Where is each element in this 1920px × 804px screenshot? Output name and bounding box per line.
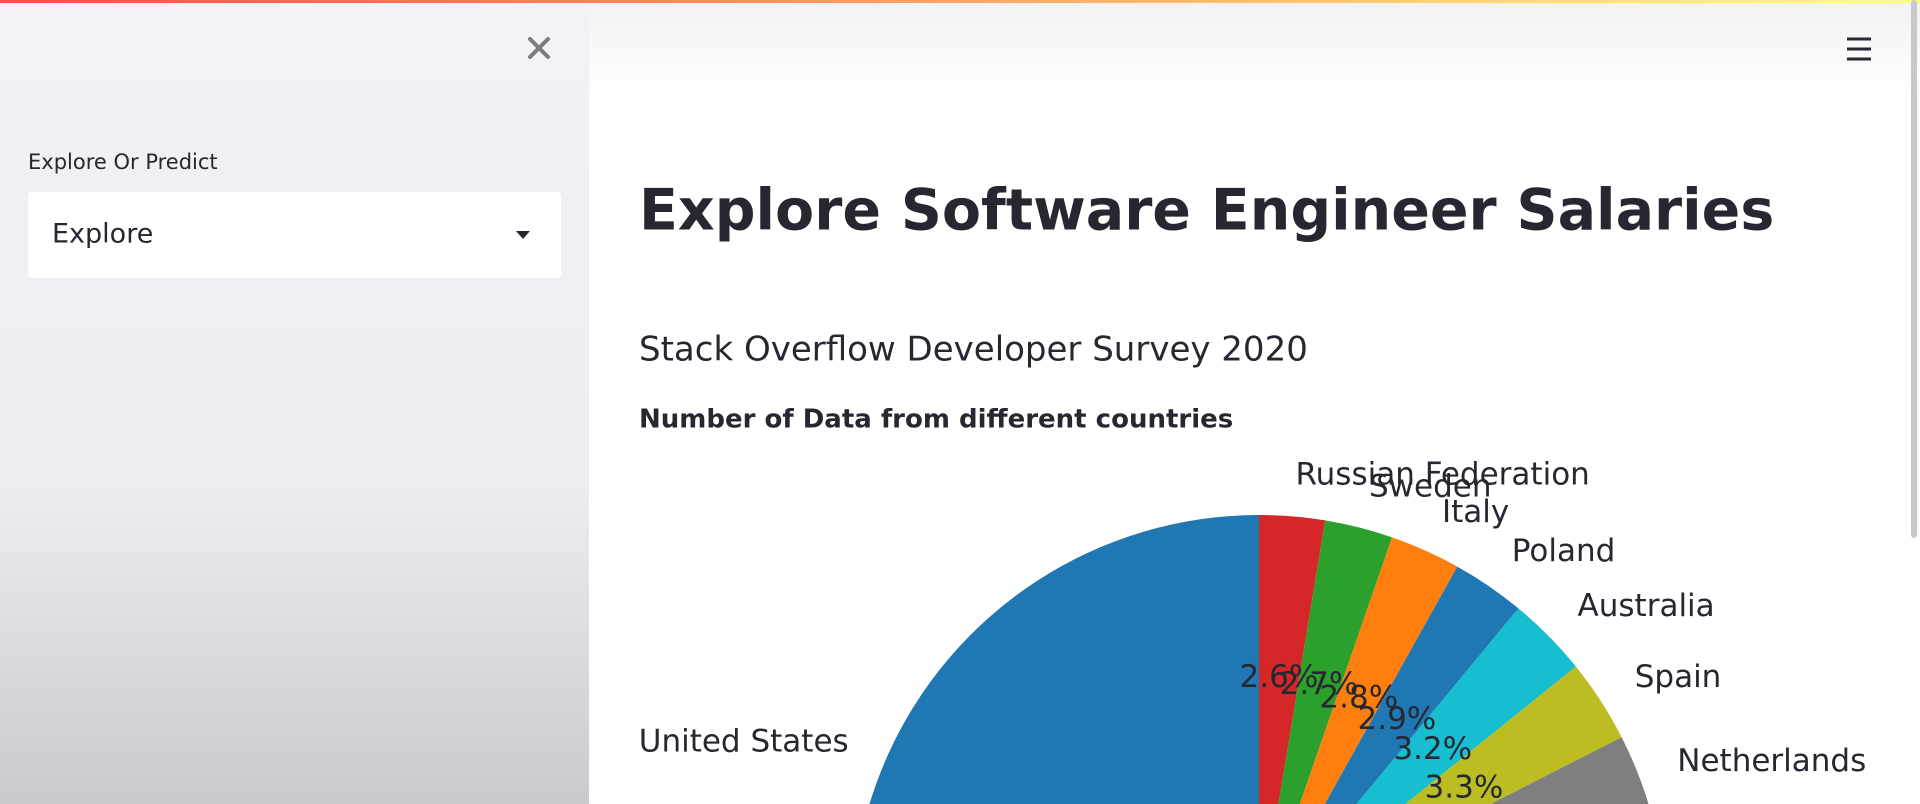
slice-percent: 2.7% [1280,666,1359,702]
pie-slice [1356,608,1576,804]
slice-percent: 3.2% [1393,731,1472,767]
select-value[interactable]: Explore [52,219,153,250]
close-button[interactable] [528,37,550,59]
pie-slice [1405,666,1622,804]
slice-label: Sweden [1369,469,1492,505]
slice-label: United States [639,723,849,759]
pie-slice [1278,520,1393,804]
slice-label: Poland [1512,533,1616,569]
sidebar [0,0,589,804]
slice-percent: 3.3% [1425,770,1504,804]
subtitle: Stack Overflow Developer Survey 2020 [639,330,1308,370]
pie-chart: United States36.9%Russian Federation2.6%… [639,456,1866,804]
slice-label: Russian Federation [1296,456,1590,492]
menu-button[interactable] [1847,37,1871,61]
slice-percent: 2.6% [1240,659,1319,695]
pie-slice [1299,537,1458,804]
page-title: Explore Software Engineer Salaries [639,178,1774,244]
slice-label: Spain [1635,659,1722,695]
slice-label: Australia [1578,588,1715,624]
scrollbar [1911,0,1917,538]
slice-label: Netherlands [1677,743,1866,779]
top-decoration [0,0,1920,3]
select-box[interactable]: Explore [28,192,561,278]
slice-percent: 2.8% [1319,680,1398,716]
slice-label: Italy [1442,494,1509,530]
pie-slice [1259,515,1326,804]
pie-slice [869,515,1259,804]
pie-slice [1490,737,1649,804]
chart-heading: Number of Data from different countries [639,405,1233,435]
select-field[interactable] [28,192,561,278]
select-arrow[interactable] [516,231,530,239]
pie-slice [1324,566,1519,804]
select-label: Explore Or Predict [28,150,218,174]
slice-percent: 2.9% [1358,701,1437,737]
